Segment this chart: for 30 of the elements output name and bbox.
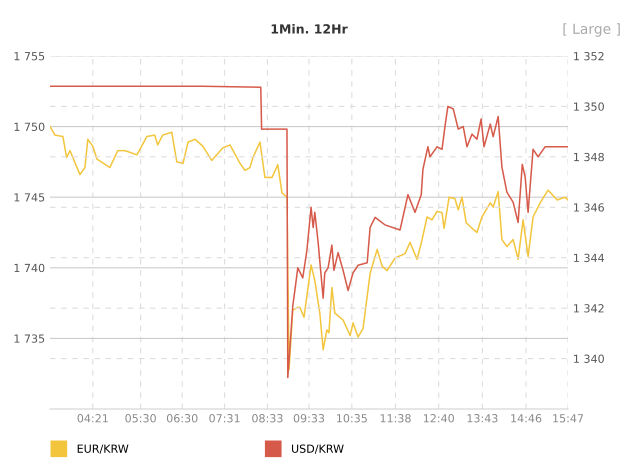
y-tick-label: 1 745: [14, 193, 44, 202]
legend-label: EUR/KRW: [78, 444, 128, 454]
y2-tick-label: 1 346: [574, 203, 604, 212]
legend-label: USD/KRW: [292, 444, 344, 454]
x-tick-label: 12:40: [424, 414, 454, 422]
y2-tick-label: 1 352: [574, 52, 604, 60]
line-series: [50, 85, 568, 378]
x-tick-label: 14:46: [511, 414, 542, 422]
line-series: [50, 126, 568, 370]
x-tick-label: 05:30: [125, 414, 156, 422]
y2-tick-label: 1 348: [574, 152, 604, 162]
y2-tick-label: 1 340: [574, 354, 604, 363]
y2-tick-label: 1 350: [574, 102, 604, 111]
x-tick-label: 09:33: [294, 414, 324, 422]
y-tick-label: 1 755: [14, 52, 44, 60]
x-tick-label: 04:21: [78, 414, 108, 422]
x-tick-label: 11:38: [380, 414, 411, 422]
x-tick-label: 13:43: [468, 414, 498, 422]
x-tick-label: 07:31: [209, 414, 240, 422]
x-tick-label: 06:30: [166, 414, 198, 422]
x-tick-label: 15:47: [553, 414, 584, 422]
chart-title: 1Min. 12Hr: [272, 24, 348, 34]
y-tick-label: 1 735: [14, 334, 44, 343]
y2-tick-label: 1 344: [574, 254, 604, 262]
y-tick-label: 1 750: [14, 122, 44, 131]
text: [ Large ]: [563, 23, 620, 37]
x-tick-label: 08:33: [252, 414, 283, 422]
y-tick-label: 1 740: [14, 264, 44, 272]
x-tick-label: 10:35: [337, 414, 367, 422]
y2-tick-label: 1 342: [574, 304, 604, 313]
